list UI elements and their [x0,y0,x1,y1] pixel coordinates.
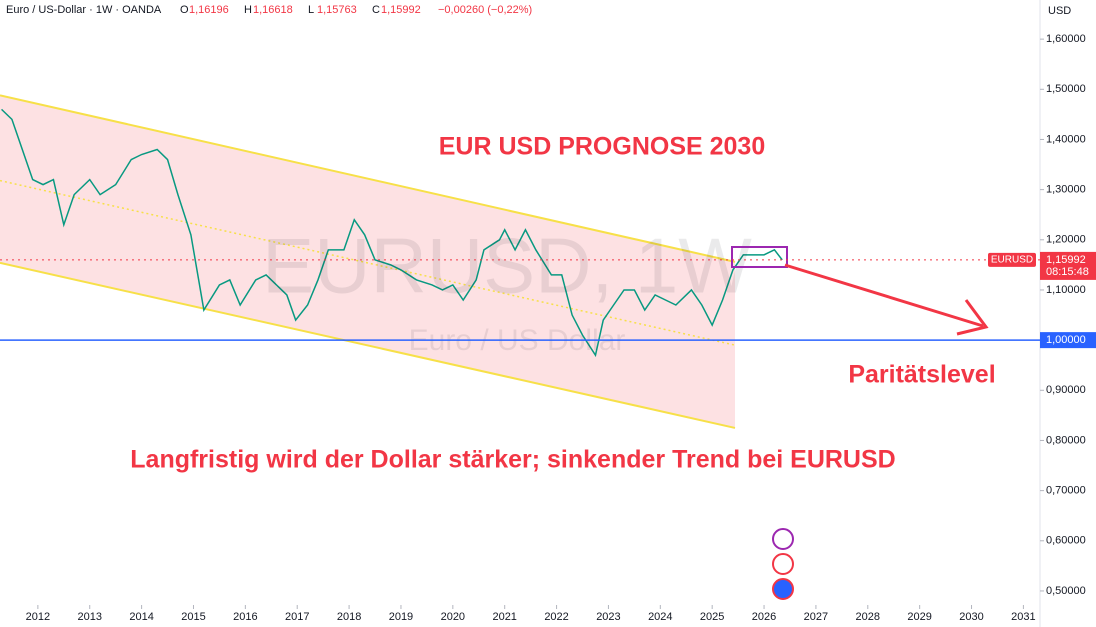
y-tick-label: 1,20000 [1046,234,1086,246]
icon[interactable] [772,528,794,550]
currency: USD [1048,5,1071,17]
y-tick-label: 0,60000 [1046,535,1086,547]
x-tick-label: 2025 [700,611,724,623]
x-tick-label: 2031 [1011,611,1035,623]
ohlc-value: 1,16196 [189,4,229,16]
x-tick-label: 2023 [596,611,620,623]
header: Euro / US-Dollar · 1W · OANDA [6,4,162,16]
ohlc-value: 1,15763 [317,4,357,16]
x-tick-label: 2015 [181,611,205,623]
ohlc-value: 1,15992 [381,4,421,16]
y-tick-label: 1,50000 [1046,83,1086,95]
x-tick-label: 2013 [77,611,101,623]
x-tick-label: 2027 [804,611,828,623]
ohlc-key: H [244,4,252,16]
y-tick-label: 1,60000 [1046,33,1086,45]
x-tick-label: 2028 [856,611,880,623]
x-tick-label: 2020 [441,611,465,623]
y-tick-label: 0,90000 [1046,384,1086,396]
x-tick-label: 2030 [959,611,983,623]
x-tick-label: 2017 [285,611,309,623]
y-tick-label: 0,70000 [1046,485,1086,497]
title: EUR USD PROGNOSE 2030 [439,133,766,161]
y-tick-label: 1,40000 [1046,133,1086,145]
x-tick-label: 2022 [544,611,568,623]
arrow-head [956,299,989,336]
x-tick-label: 2016 [233,611,257,623]
x-tick-label: 2029 [907,611,931,623]
x-tick-label: 2012 [26,611,50,623]
icon[interactable] [772,553,794,575]
ohlc-key: O [180,4,189,16]
countdown: 08:15:48 [1046,266,1089,278]
y-tick-label: 0,80000 [1046,434,1086,446]
x-tick-label: 2024 [648,611,672,623]
icon[interactable] [772,578,794,600]
x-tick-label: 2014 [129,611,153,623]
parity-label: 1,00000 [1046,334,1086,346]
forecast-arrow [784,263,984,328]
x-tick-label: 2019 [389,611,413,623]
y-tick-label: 0,50000 [1046,585,1086,597]
x-tick-label: 2018 [337,611,361,623]
annotation: Langfristig wird der Dollar stärker; sin… [130,446,895,474]
range-box [731,246,788,268]
channel-fill [0,95,736,428]
annotation: Paritätslevel [848,361,995,389]
symbol-label-bg [988,252,1036,267]
channel-middle [0,179,736,346]
parity-label-bg [1040,332,1096,349]
last-price-bg [1040,251,1096,280]
change: −0,00260 (−0,22%) [438,4,532,16]
x-tick-label: 2021 [492,611,516,623]
y-tick-label: 1,30000 [1046,184,1086,196]
x-tick-label: 2026 [752,611,776,623]
ohlc-value: 1,16618 [253,4,293,16]
last-price-label: 1,15992 [1046,254,1086,266]
channel-upper [0,94,736,263]
price-line [1,108,783,358]
ohlc-key: L [308,4,314,16]
ohlc-key: C [372,4,380,16]
symbol-label: EURUSD [991,255,1033,266]
symbol: Euro / US-Dollar · 1W · OANDA [6,4,162,16]
watermark: EURUSD, 1W [262,222,752,310]
channel-lower [0,261,736,429]
y-tick-label: 1,10000 [1046,284,1086,296]
